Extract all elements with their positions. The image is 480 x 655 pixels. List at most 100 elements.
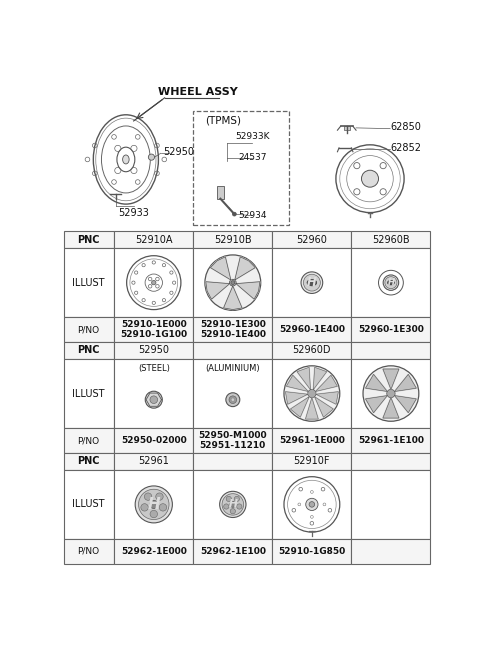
Text: 52961: 52961: [138, 457, 169, 466]
Circle shape: [311, 491, 313, 493]
Bar: [193, 453, 272, 470]
Bar: [193, 470, 272, 539]
Bar: [64, 453, 114, 470]
Circle shape: [309, 502, 315, 507]
Text: 52910-1E000
52910-1G100: 52910-1E000 52910-1G100: [120, 320, 187, 339]
Circle shape: [310, 521, 314, 525]
Text: 52960: 52960: [297, 234, 327, 244]
Text: P/NO: P/NO: [78, 325, 100, 334]
Polygon shape: [315, 375, 337, 392]
Circle shape: [363, 365, 419, 421]
Bar: [114, 248, 193, 317]
Text: 52934: 52934: [238, 211, 266, 220]
Bar: [64, 470, 114, 539]
Bar: [272, 317, 351, 342]
Text: ILLUST: ILLUST: [72, 278, 105, 288]
Circle shape: [139, 489, 169, 519]
Bar: [64, 539, 114, 564]
Circle shape: [387, 389, 395, 398]
Bar: [114, 453, 193, 470]
Circle shape: [150, 396, 157, 403]
Circle shape: [229, 396, 237, 403]
Circle shape: [379, 271, 403, 295]
Circle shape: [301, 272, 323, 293]
Polygon shape: [286, 392, 308, 404]
Bar: [114, 428, 193, 453]
Bar: [351, 248, 431, 317]
Bar: [351, 359, 431, 428]
Circle shape: [237, 504, 242, 509]
Polygon shape: [314, 397, 333, 417]
Circle shape: [226, 496, 231, 502]
Bar: [64, 359, 114, 428]
Bar: [193, 342, 272, 359]
Polygon shape: [210, 257, 231, 280]
Ellipse shape: [361, 170, 379, 187]
Text: 52950: 52950: [163, 147, 194, 157]
Text: PNC: PNC: [77, 345, 100, 356]
Bar: [272, 342, 351, 359]
Circle shape: [141, 504, 148, 511]
Circle shape: [380, 189, 386, 195]
Bar: [272, 231, 351, 248]
Circle shape: [150, 510, 157, 517]
Polygon shape: [316, 392, 338, 404]
Bar: [351, 428, 431, 453]
Circle shape: [284, 365, 340, 421]
Bar: [193, 111, 288, 225]
Polygon shape: [206, 282, 229, 299]
Bar: [272, 539, 351, 564]
Text: 52960B: 52960B: [372, 234, 410, 244]
Bar: [216, 187, 224, 198]
Text: 52960D: 52960D: [293, 345, 331, 356]
Text: 52961-1E100: 52961-1E100: [358, 436, 424, 445]
Circle shape: [144, 493, 152, 500]
Bar: [193, 428, 272, 453]
Bar: [193, 317, 272, 342]
Bar: [272, 453, 351, 470]
Polygon shape: [395, 375, 416, 392]
Text: 52933K: 52933K: [235, 132, 269, 141]
Circle shape: [135, 486, 172, 523]
Circle shape: [306, 498, 318, 510]
Text: 24537: 24537: [238, 153, 266, 162]
Bar: [351, 453, 431, 470]
Circle shape: [205, 255, 261, 310]
Bar: [193, 539, 272, 564]
Circle shape: [308, 389, 316, 398]
Bar: [114, 231, 193, 248]
Text: 62850: 62850: [390, 122, 421, 132]
Ellipse shape: [122, 155, 129, 164]
Text: ILLUST: ILLUST: [72, 499, 105, 510]
Circle shape: [222, 494, 244, 515]
Text: 62852: 62852: [390, 143, 421, 153]
Bar: [351, 231, 431, 248]
Text: PNC: PNC: [77, 234, 100, 244]
Bar: [351, 470, 431, 539]
Text: H: H: [147, 497, 160, 512]
Polygon shape: [290, 397, 309, 417]
Circle shape: [321, 487, 325, 491]
Polygon shape: [287, 375, 308, 392]
Text: P/NO: P/NO: [78, 436, 100, 445]
Circle shape: [226, 393, 240, 407]
Bar: [193, 231, 272, 248]
Polygon shape: [236, 282, 260, 299]
Bar: [272, 428, 351, 453]
Circle shape: [230, 502, 236, 507]
Polygon shape: [395, 396, 416, 413]
Bar: [114, 317, 193, 342]
Text: 52950-02000: 52950-02000: [121, 436, 187, 445]
Ellipse shape: [387, 280, 395, 285]
Circle shape: [311, 515, 313, 518]
Text: (ALUMINIUM): (ALUMINIUM): [205, 364, 260, 373]
Circle shape: [323, 503, 326, 506]
Polygon shape: [366, 375, 387, 392]
Bar: [272, 248, 351, 317]
Bar: [351, 317, 431, 342]
Circle shape: [231, 281, 235, 284]
Circle shape: [299, 487, 302, 491]
Circle shape: [224, 504, 229, 509]
Circle shape: [328, 508, 332, 512]
Text: 52910A: 52910A: [135, 234, 172, 244]
